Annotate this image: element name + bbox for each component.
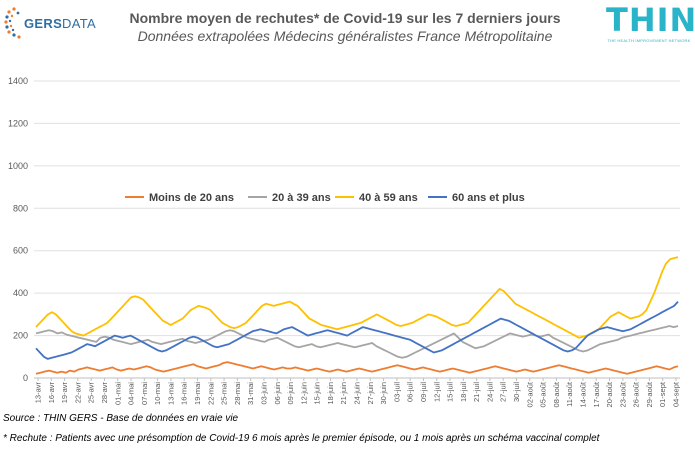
x-tick-label: 16-mai xyxy=(180,382,189,405)
x-tick-label: 19-mai xyxy=(193,382,202,405)
chart-title: Nombre moyen de rechutes* de Covid-19 su… xyxy=(129,10,561,26)
x-tick-label: 04-sept xyxy=(672,381,681,407)
x-tick-label: 17-août xyxy=(592,381,601,407)
line-chart: 0 200 400 600 800 1000 1200 1400 13-avr 16-avr 19-… xyxy=(8,76,681,407)
x-tick-label: 15-juin xyxy=(313,382,322,405)
x-tick-label: 25-mai xyxy=(220,382,229,405)
legend-label: 60 ans et plus xyxy=(452,192,525,204)
x-tick-label: 27-juin xyxy=(366,382,375,405)
x-tick-label: 29-août xyxy=(645,381,654,407)
gersdata-logo: GERSDATA xyxy=(4,4,114,44)
legend-label: Moins de 20 ans xyxy=(149,192,234,204)
x-tick-label: 05-août xyxy=(539,381,548,407)
x-tick-label: 13-mai xyxy=(166,382,175,405)
x-tick-label: 02-août xyxy=(525,381,534,407)
series-line xyxy=(35,256,679,339)
x-tick-label: 28-avr xyxy=(100,382,109,404)
x-tick-label: 16-avr xyxy=(47,382,56,404)
thin-wordmark: THIN xyxy=(606,1,695,39)
x-tick-label: 30-juin xyxy=(379,382,388,405)
x-tick-label: 03-juin xyxy=(259,382,268,405)
gersdata-wordmark: GERSDATA xyxy=(24,16,96,31)
x-tick-label: 08-août xyxy=(552,381,561,407)
x-tick-label: 14-août xyxy=(578,381,587,407)
x-tick-label: 01-mai xyxy=(113,382,122,405)
chart-subtitle: Données extrapolées Médecins généraliste… xyxy=(137,28,553,44)
x-tick-label: 19-avr xyxy=(60,382,69,404)
legend-label: 20 à 39 ans xyxy=(272,192,331,204)
x-tick-label: 06-juil xyxy=(406,382,415,402)
definition-note: * Rechute : Patients avec une présomptio… xyxy=(3,433,600,444)
x-tick-label: 22-avr xyxy=(73,382,82,404)
x-tick-label: 12-juin xyxy=(299,382,308,405)
y-tick-label: 600 xyxy=(13,246,28,256)
y-tick-label: 800 xyxy=(13,203,28,213)
x-tick-label: 30-juil xyxy=(512,382,521,402)
x-tick-label: 23-août xyxy=(618,381,627,407)
series-line xyxy=(35,361,679,375)
x-tick-label: 09-juil xyxy=(419,382,428,402)
y-tick-label: 1200 xyxy=(8,118,28,128)
x-tick-label: 24-juin xyxy=(353,382,362,405)
x-tick-label: 12-juil xyxy=(432,382,441,402)
x-tick-label: 26-août xyxy=(632,381,641,407)
x-tick-label: 22-mai xyxy=(206,382,215,405)
x-tick-label: 18-juin xyxy=(326,382,335,405)
x-tick-label: 24-juil xyxy=(485,382,494,402)
x-tick-label: 11-août xyxy=(565,381,574,407)
y-tick-label: 400 xyxy=(13,288,28,298)
x-tick-label: 10-mai xyxy=(153,382,162,405)
series-line xyxy=(35,300,679,360)
series-line xyxy=(35,325,679,359)
thin-tagline: THE HEALTH IMPROVEMENT NETWORK xyxy=(607,38,691,43)
x-tick-label: 15-juil xyxy=(446,382,455,402)
gersdata-dots-icon xyxy=(4,7,21,39)
x-tick-label: 01-sept xyxy=(658,381,667,407)
x-tick-label: 28-mai xyxy=(233,382,242,405)
x-tick-label: 03-juil xyxy=(392,382,401,402)
x-tick-label: 31-mai xyxy=(246,382,255,405)
x-tick-label: 06-juin xyxy=(273,382,282,405)
x-tick-label: 04-mai xyxy=(127,382,136,405)
x-tick-label: 18-juil xyxy=(459,382,468,402)
x-tick-label: 20-août xyxy=(605,381,614,407)
y-tick-label: 1400 xyxy=(8,76,28,86)
thin-logo: THIN THE HEALTH IMPROVEMENT NETWORK xyxy=(606,1,695,51)
y-tick-label: 1000 xyxy=(8,161,28,171)
x-tick-label: 27-juil xyxy=(499,382,508,402)
legend-label: 40 à 59 ans xyxy=(359,192,418,204)
y-tick-label: 200 xyxy=(13,331,28,341)
y-tick-label: 0 xyxy=(23,373,28,383)
x-tick-label: 21-juin xyxy=(339,382,348,405)
x-tick-label: 13-avr xyxy=(34,382,43,404)
x-tick-label: 21-juil xyxy=(472,382,481,402)
source-note: Source : THIN GERS - Base de données en … xyxy=(3,413,239,424)
x-tick-label: 25-avr xyxy=(87,382,96,404)
x-tick-label: 09-juin xyxy=(286,382,295,405)
x-tick-label: 07-mai xyxy=(140,382,149,405)
